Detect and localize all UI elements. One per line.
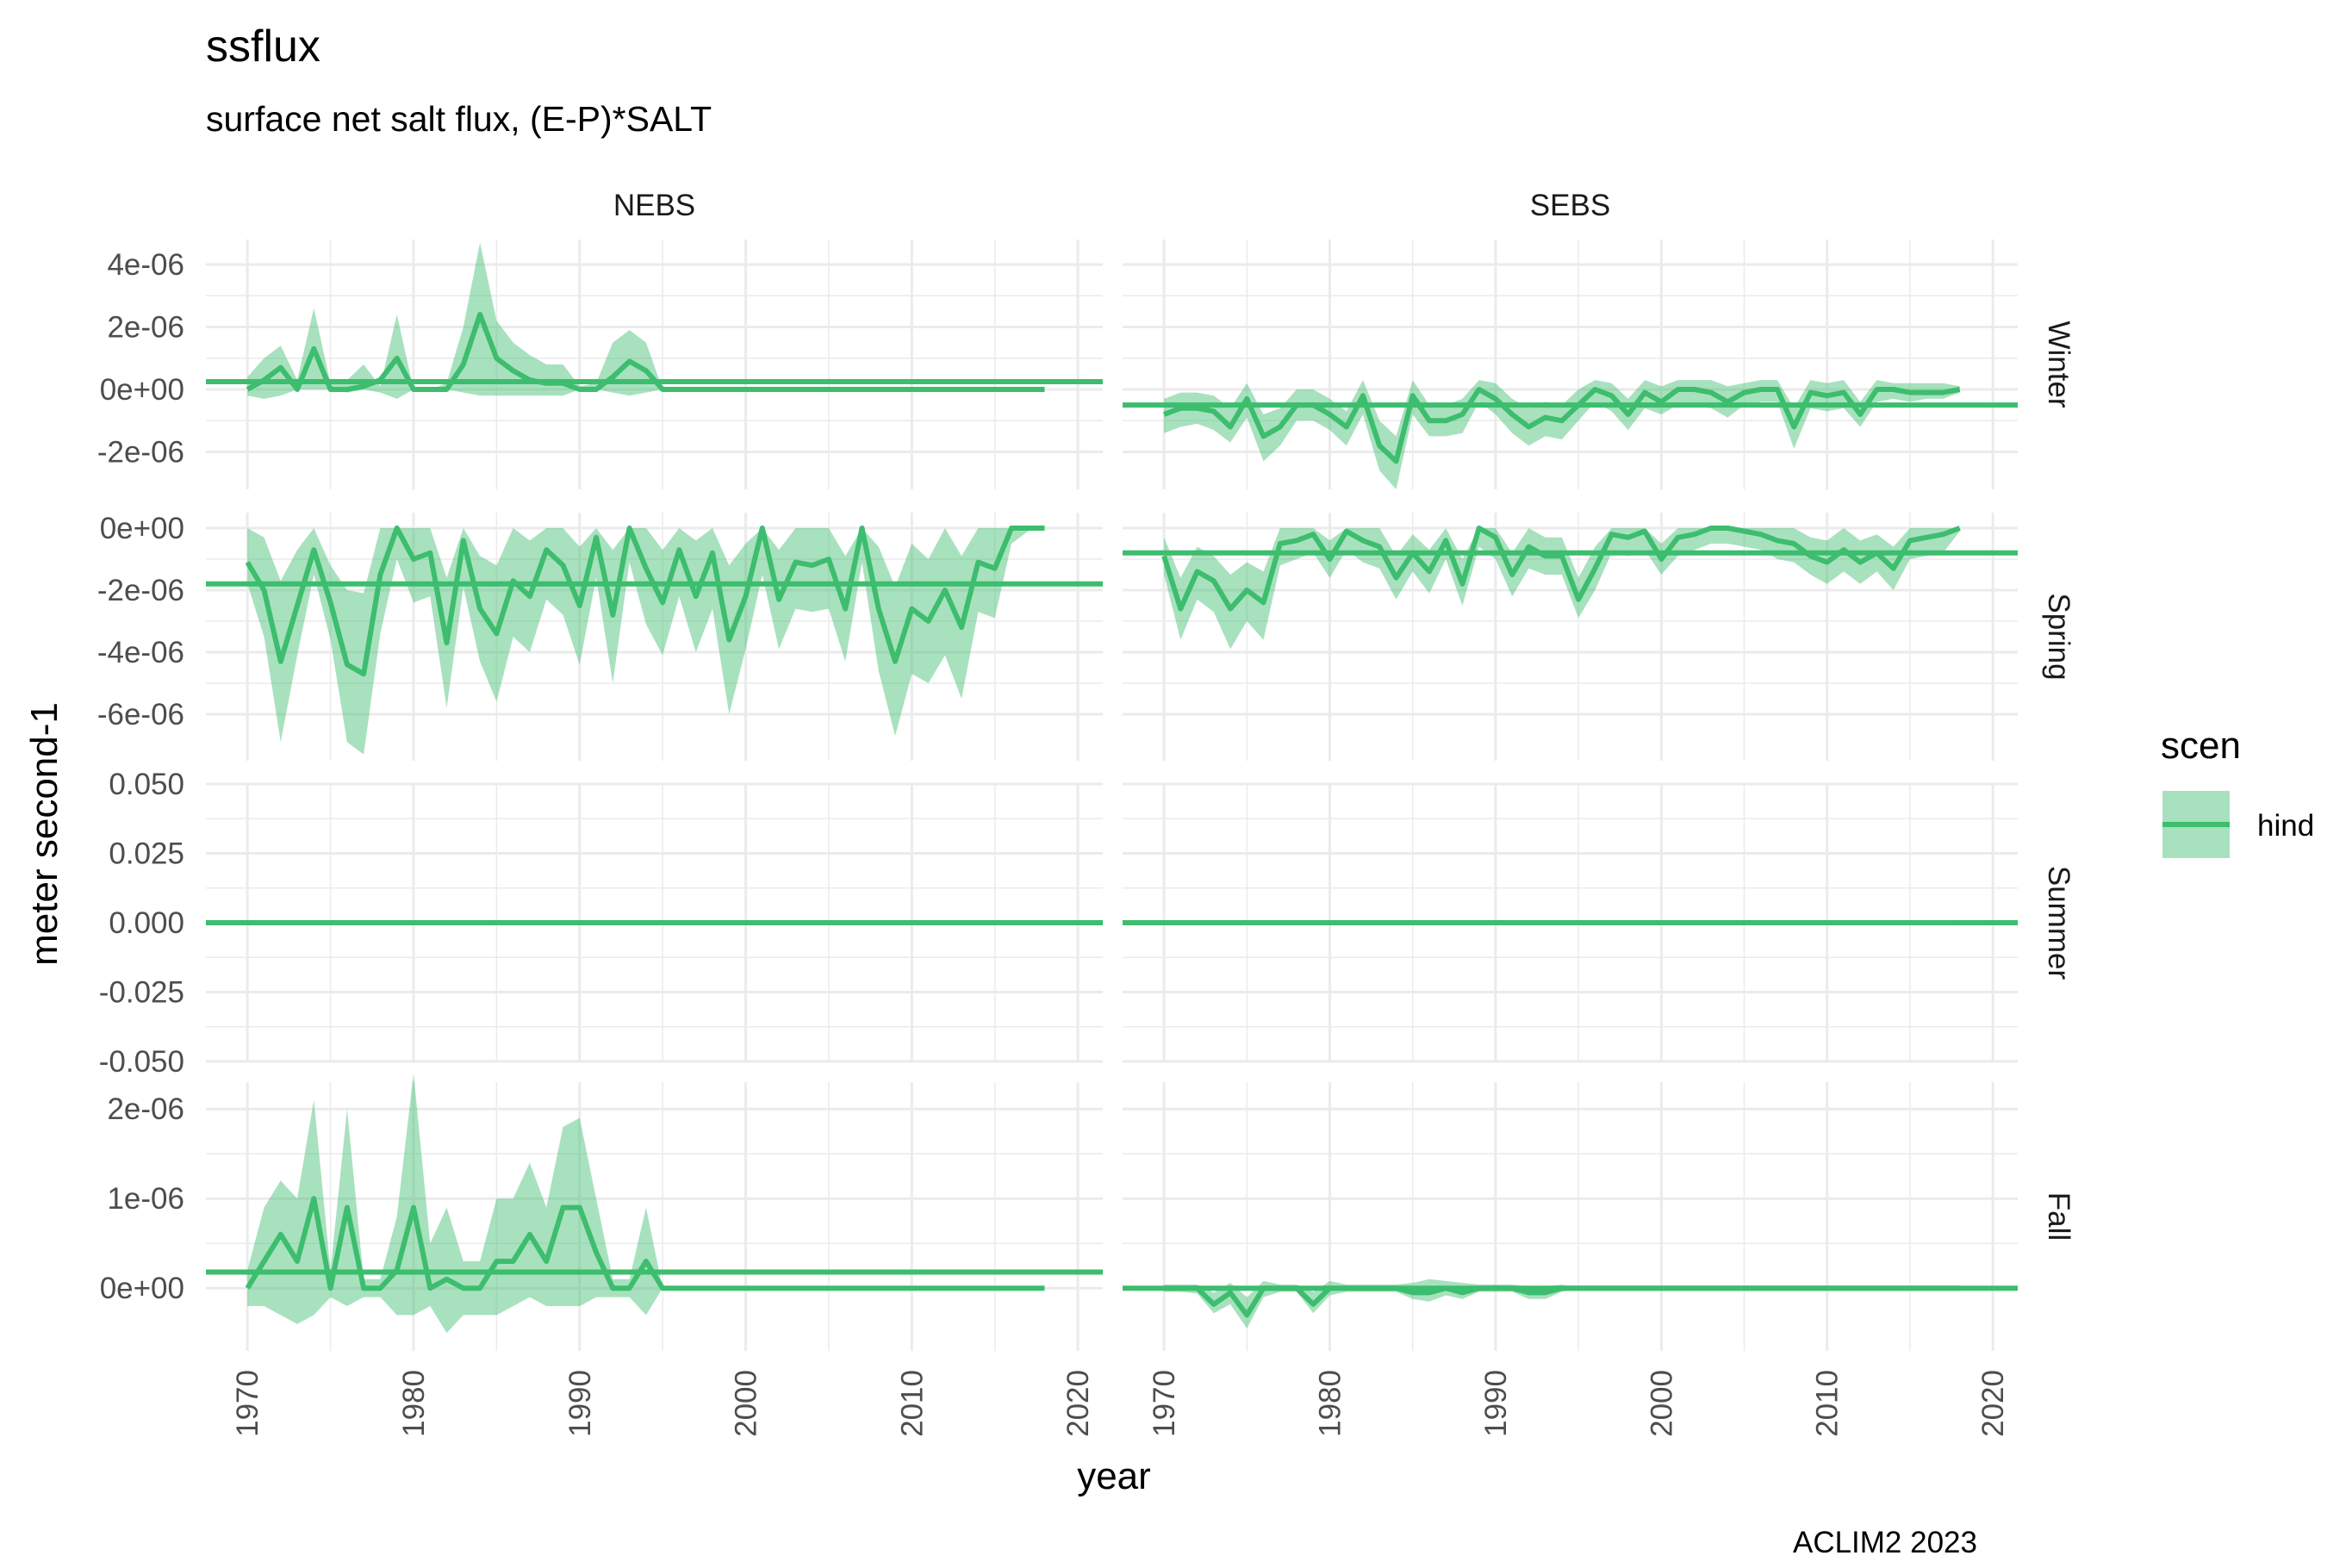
- panel-grid-nebs-spring: [206, 513, 1103, 761]
- y-tick-label: -0.050: [99, 1045, 184, 1079]
- x-tick-label: 2000: [730, 1370, 763, 1437]
- panel-nebs-winter: [206, 242, 1103, 399]
- ribbon-sebs-winter: [1164, 380, 1960, 489]
- panels-layer: NEBS SEBS -2e-06 0e+00 2e-06 4e-06 Winter -6e-0…: [97, 189, 2075, 1437]
- y-tick-label: 0.025: [109, 837, 184, 871]
- y-tick-label: 0e+00: [100, 373, 184, 407]
- y-tick-label: -4e-06: [97, 636, 184, 669]
- panel-grid-sebs-fall: [1123, 1082, 2018, 1351]
- strip-label-nebs: NEBS: [613, 189, 695, 222]
- panel-sebs-winter: [1123, 380, 2018, 489]
- panel-sebs-fall: [1123, 1279, 2018, 1328]
- panel-sebs-spring: [1123, 526, 2018, 650]
- y-axis-title: meter second-1: [23, 702, 65, 966]
- series-line-sebs-winter: [1163, 387, 1961, 464]
- series-line-sebs-spring: [1161, 526, 1961, 612]
- x-tick-label: 2020: [1976, 1370, 2010, 1437]
- strip-label-winter: Winter: [2042, 320, 2075, 408]
- ribbon-sebs-fall: [1164, 1279, 1960, 1328]
- panel-grid-nebs-winter: [206, 240, 1103, 489]
- legend-title: scen: [2161, 725, 2241, 767]
- x-tick-label: 2000: [1645, 1370, 1678, 1437]
- panel-grid-sebs-winter: [1123, 240, 2018, 489]
- strip-label-spring: Spring: [2042, 593, 2075, 680]
- x-tick-label: 1970: [231, 1370, 264, 1437]
- panel-nebs-fall: [206, 1073, 1103, 1334]
- x-tick-label: 2010: [1811, 1370, 1845, 1437]
- ribbon-nebs-fall: [247, 1073, 1045, 1334]
- strip-label-summer: Summer: [2042, 866, 2075, 980]
- caption: ACLIM2 2023: [1793, 1526, 1977, 1559]
- series-line-nebs-spring: [245, 526, 1045, 677]
- x-tick-label: 1990: [1479, 1370, 1513, 1437]
- y-tick-label: 4e-06: [107, 248, 184, 282]
- y-tick-label: 2e-06: [107, 311, 184, 345]
- chart-subtitle: surface net salt flux, (E-P)*SALT: [206, 99, 712, 139]
- x-tick-label: 1970: [1148, 1370, 1181, 1437]
- series-line-nebs-fall: [245, 1196, 1045, 1291]
- series-line-nebs-winter: [246, 312, 1045, 392]
- x-tick-label: 2020: [1061, 1370, 1095, 1437]
- y-tick-label: -2e-06: [97, 436, 184, 470]
- y-tick-label: 2e-06: [107, 1092, 184, 1126]
- x-axis-title: year: [1077, 1455, 1151, 1497]
- strip-label-sebs: SEBS: [1530, 189, 1610, 222]
- x-tick-label: 1990: [563, 1370, 597, 1437]
- x-tick-label: 2010: [895, 1370, 929, 1437]
- y-tick-label: 1e-06: [107, 1182, 184, 1216]
- y-tick-label: 0e+00: [100, 1272, 184, 1305]
- strip-label-fall: Fall: [2042, 1192, 2075, 1241]
- legend: scen hind: [2161, 725, 2314, 858]
- chart-title: ssflux: [206, 22, 320, 72]
- x-tick-label: 1980: [397, 1370, 431, 1437]
- y-tick-label: -2e-06: [97, 574, 184, 607]
- y-tick-label: -0.025: [99, 976, 184, 1010]
- y-tick-label: 0.000: [109, 906, 184, 940]
- x-tick-label: 1980: [1314, 1370, 1347, 1437]
- series-line-sebs-fall: [1164, 1285, 1960, 1318]
- ribbon-nebs-winter: [247, 242, 1045, 399]
- panel-grid-sebs-spring: [1123, 513, 2018, 761]
- ribbon-sebs-spring: [1164, 528, 1960, 650]
- y-tick-label: 0e+00: [100, 512, 184, 545]
- y-tick-label: -6e-06: [97, 698, 184, 731]
- panel-nebs-spring: [206, 526, 1103, 755]
- legend-label-hind: hind: [2257, 809, 2314, 843]
- y-tick-label: 0.050: [109, 768, 184, 801]
